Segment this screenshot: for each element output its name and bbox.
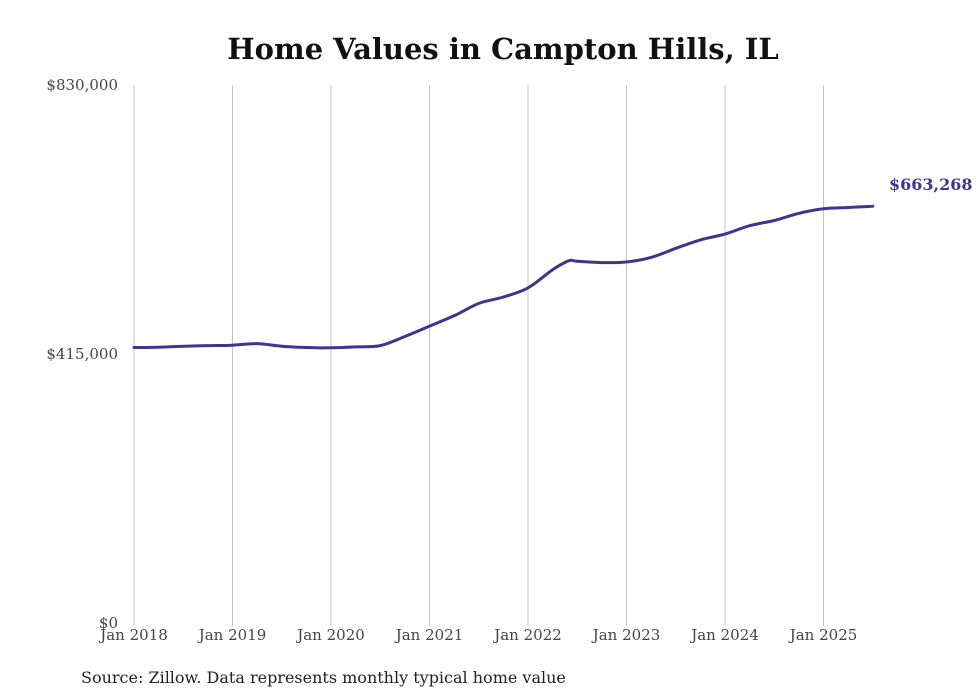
- y-tick-label: $0: [99, 614, 118, 632]
- source-note: Source: Zillow. Data represents monthly …: [81, 668, 566, 687]
- x-tick-label: Jan 2025: [788, 626, 858, 644]
- x-axis-ticks: Jan 2018 Jan 2019 Jan 2020 Jan 2021 Jan 2022…: [98, 626, 857, 644]
- gridlines: [133, 85, 824, 626]
- x-tick-label: Jan 2020: [295, 626, 365, 644]
- x-tick-label: Jan 2023: [591, 626, 661, 644]
- x-tick-label: Jan 2021: [394, 626, 464, 644]
- y-axis-ticks: $0 $415,000 $830,000: [46, 76, 118, 632]
- x-tick-label: Jan 2022: [492, 626, 562, 644]
- chart-title: Home Values in Campton Hills, IL: [227, 32, 778, 66]
- x-tick-label: Jan 2024: [689, 626, 759, 644]
- x-tick-label: Jan 2018: [98, 626, 168, 644]
- end-value-label: $663,268: [889, 175, 973, 194]
- y-tick-label: $415,000: [46, 345, 118, 363]
- series-line-home-value: [132, 204, 875, 350]
- x-tick-label: Jan 2019: [197, 626, 267, 644]
- y-tick-label: $830,000: [46, 76, 118, 94]
